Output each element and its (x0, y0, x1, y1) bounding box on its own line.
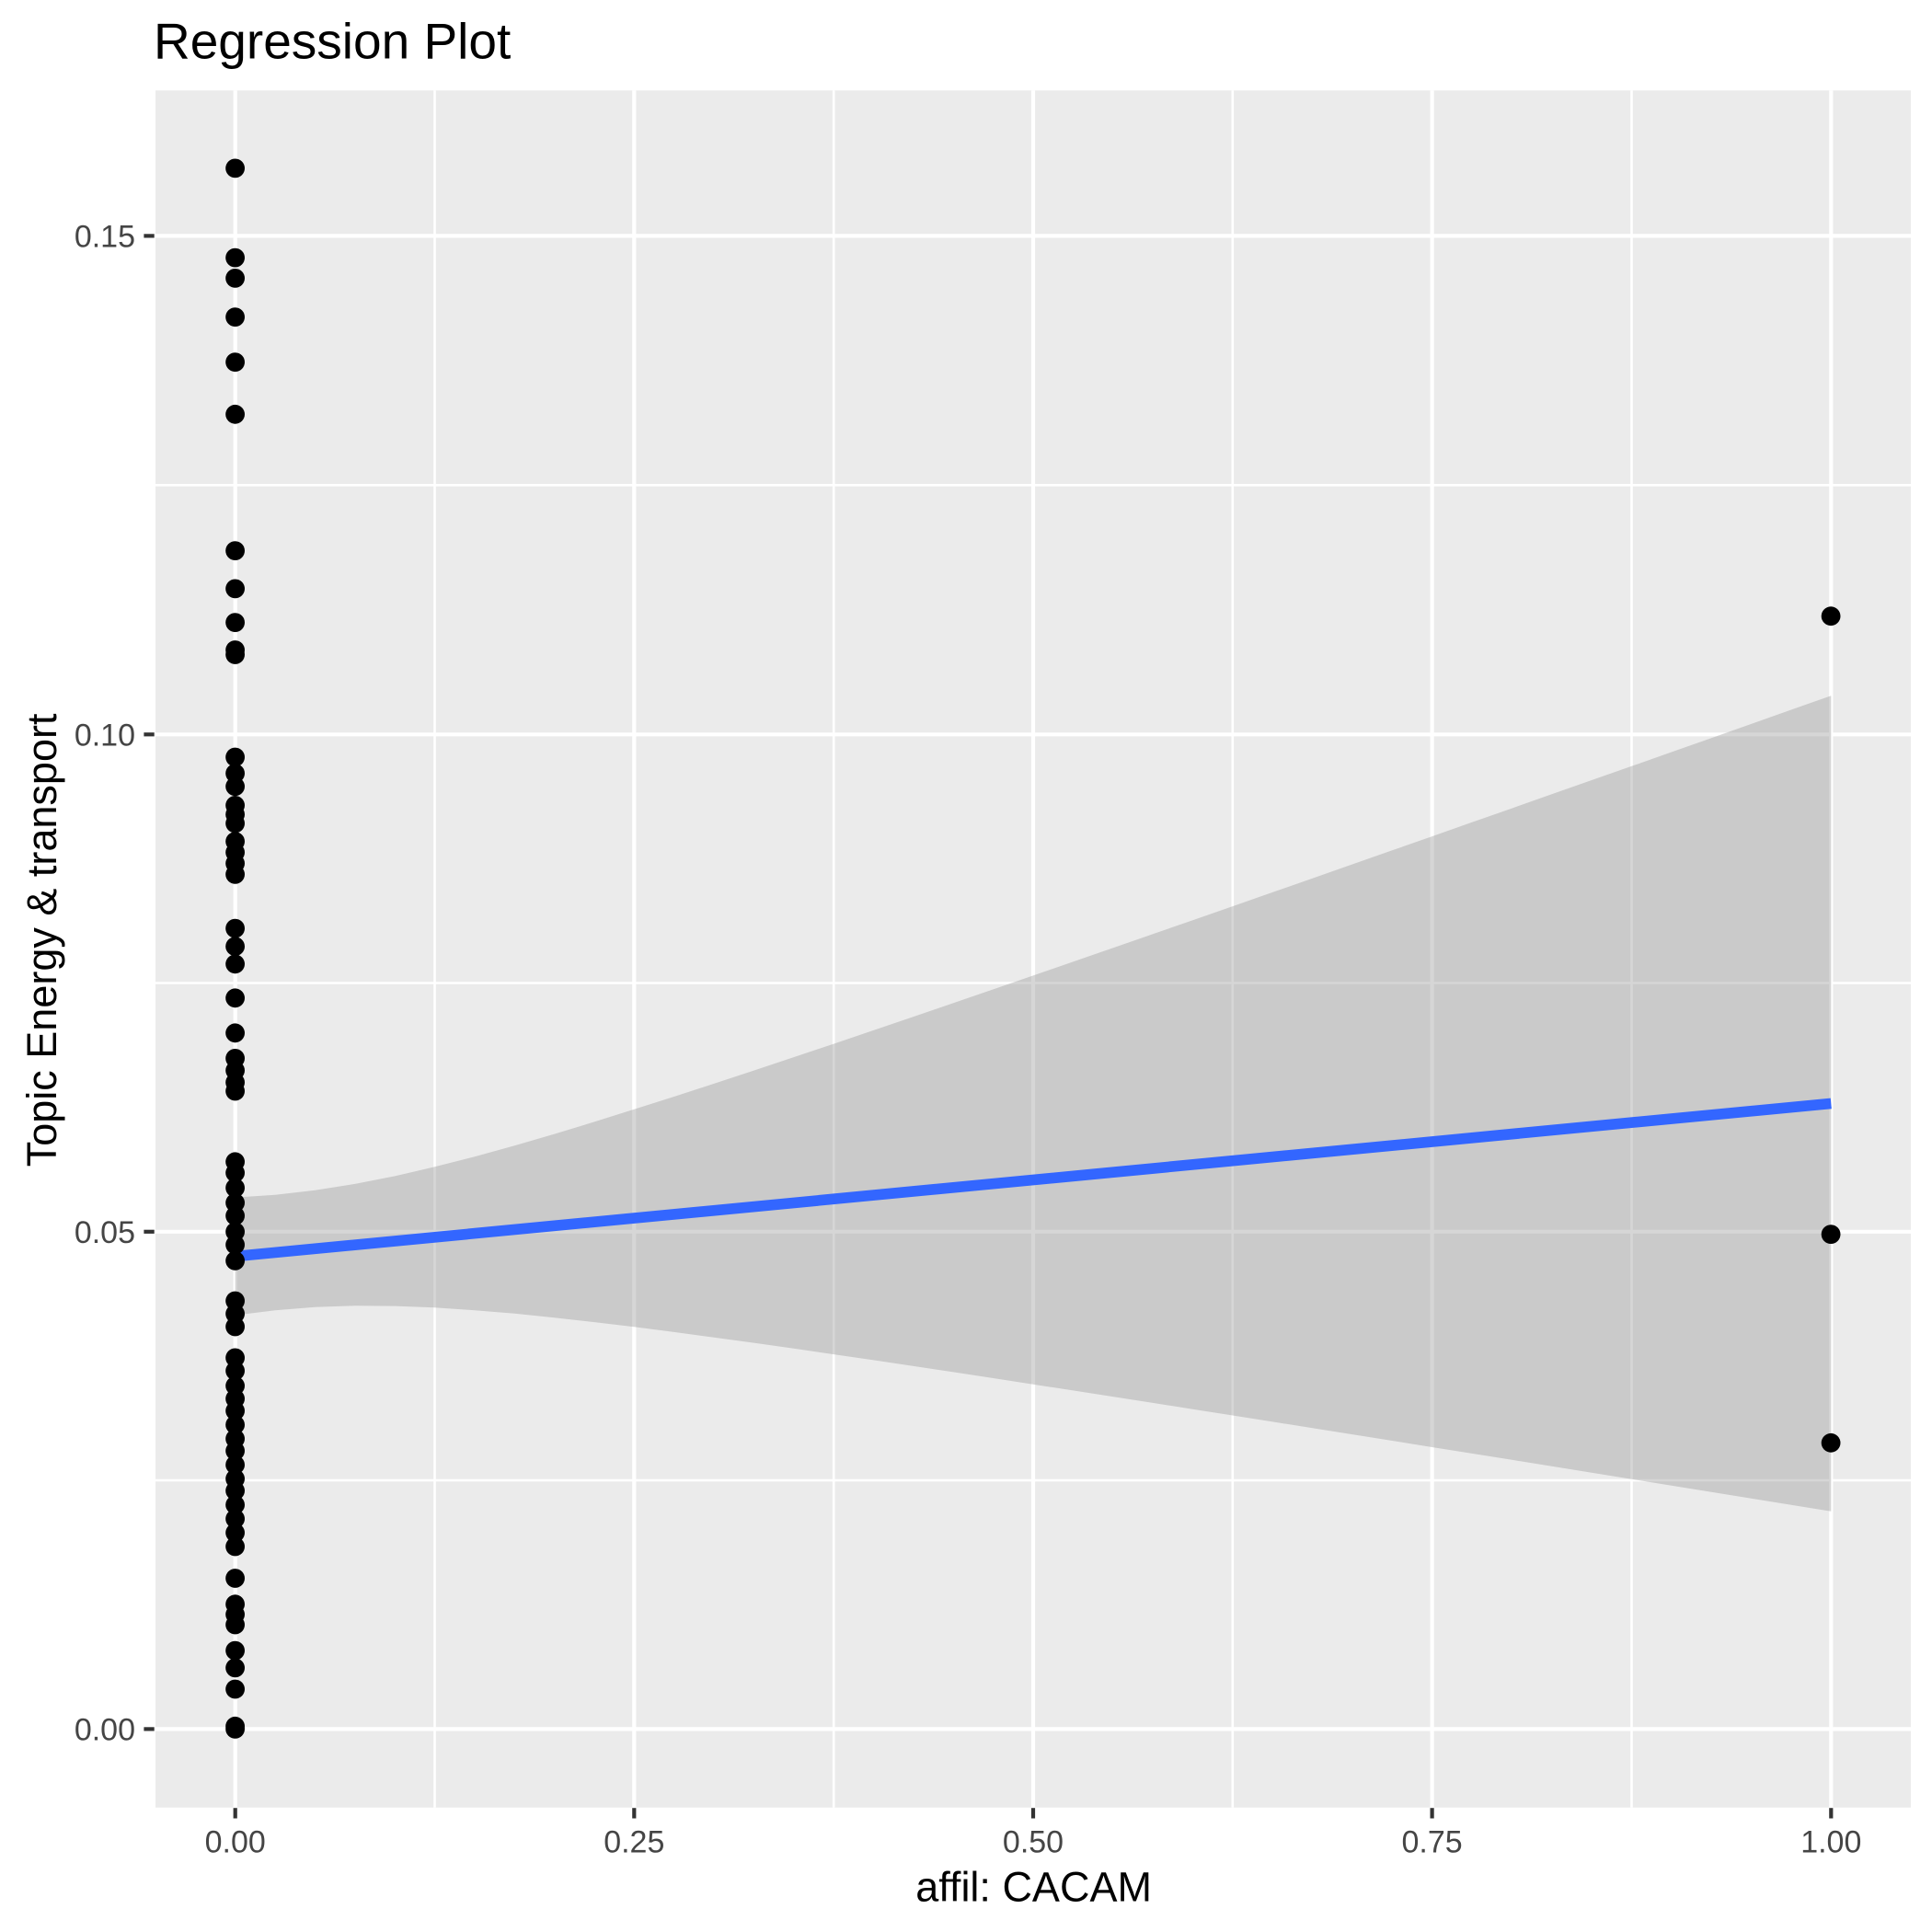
svg-text:Regression Plot: Regression Plot (154, 12, 511, 69)
svg-text:0.00: 0.00 (75, 1713, 135, 1748)
svg-text:0.15: 0.15 (75, 220, 135, 255)
svg-text:1.00: 1.00 (1800, 1824, 1861, 1859)
svg-text:0.10: 0.10 (75, 719, 135, 753)
svg-text:Topic Energy & transport: Topic Energy & transport (18, 713, 65, 1167)
svg-text:affil: CACAM: affil: CACAM (915, 1864, 1152, 1911)
svg-text:0.00: 0.00 (205, 1824, 266, 1859)
svg-text:0.05: 0.05 (75, 1215, 135, 1250)
svg-text:0.75: 0.75 (1402, 1824, 1463, 1859)
svg-text:0.25: 0.25 (604, 1824, 664, 1859)
svg-text:0.50: 0.50 (1003, 1824, 1064, 1859)
